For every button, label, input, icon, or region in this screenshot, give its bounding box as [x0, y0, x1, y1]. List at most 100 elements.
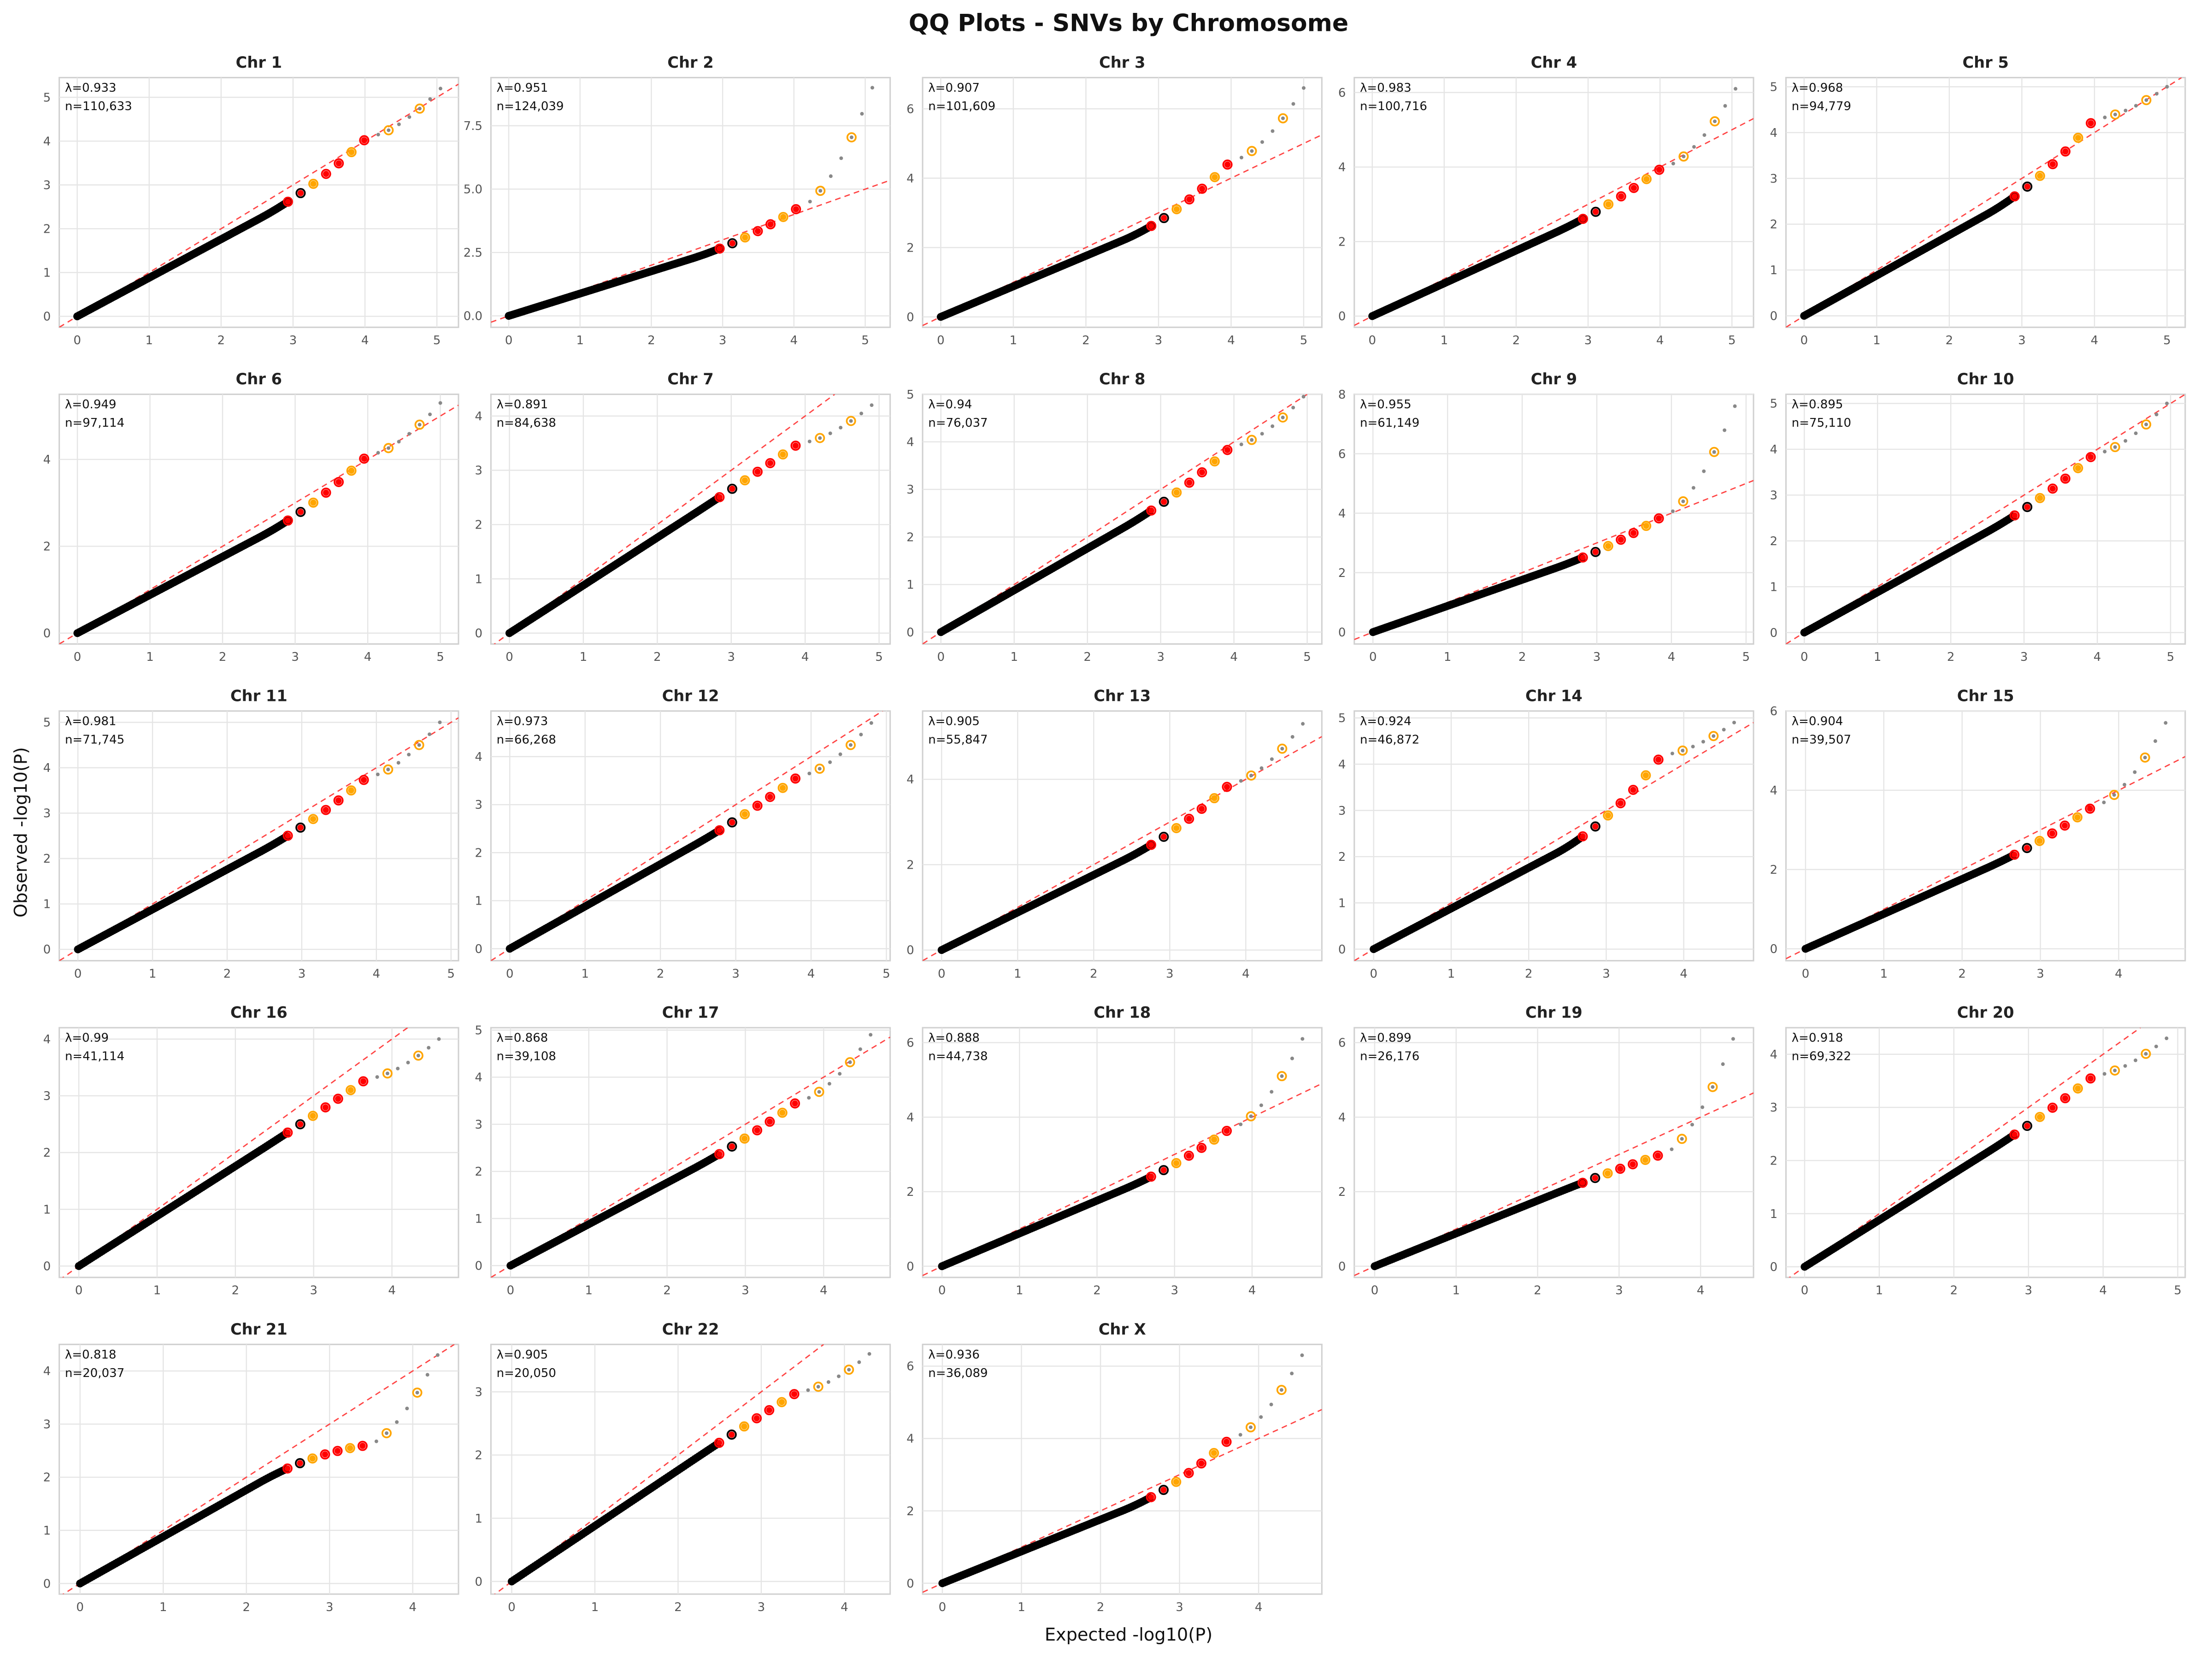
data-point	[310, 816, 317, 823]
x-tick-label: 2	[1083, 650, 1091, 664]
y-tick-label: 6	[1338, 1036, 1346, 1050]
y-tick-label: 4	[1770, 1048, 1778, 1062]
highlight-ring	[1222, 445, 1233, 455]
tail-point	[428, 97, 432, 101]
data-point	[716, 245, 723, 252]
data-point	[1173, 489, 1180, 496]
y-tick-label: 5	[906, 388, 914, 402]
tail-point	[1239, 442, 1243, 447]
data-point	[2049, 161, 2056, 167]
data-point	[728, 1431, 735, 1438]
y-tick-label: 4	[1770, 443, 1778, 457]
highlight-ring	[1222, 782, 1232, 792]
data-point	[716, 827, 723, 834]
n-annotation: n=44,738	[928, 1050, 988, 1064]
tail-point	[1280, 1074, 1284, 1078]
y-tick-label: 5	[1338, 712, 1346, 725]
lambda-annotation: λ=0.951	[497, 81, 548, 95]
x-tick-label: 0	[938, 1284, 946, 1298]
y-tick-label: 1	[43, 898, 51, 912]
data-point	[348, 467, 355, 474]
highlight-ring	[1209, 1134, 1219, 1145]
plot-area	[1353, 76, 1754, 328]
tail-point	[1681, 499, 1685, 503]
y-tick-label: 2	[43, 223, 51, 236]
highlight-ring	[2022, 1121, 2033, 1131]
data-point	[1630, 185, 1637, 191]
x-tick-label: 3	[1615, 1284, 1623, 1298]
highlight-ring	[1247, 435, 1257, 445]
x-tick-label: 3	[1157, 650, 1165, 664]
highlight-ring	[814, 764, 825, 774]
x-tick-label: 1	[145, 334, 153, 347]
tail-point	[386, 767, 390, 771]
y-tick-label: 0	[906, 1577, 914, 1591]
x-tick-label: 2	[1093, 1284, 1101, 1298]
data-point	[792, 1100, 798, 1107]
data-point	[1160, 834, 1167, 840]
highlight-ring	[295, 506, 306, 517]
data-point	[1605, 812, 1612, 819]
tail-point	[1291, 406, 1295, 410]
points-group	[1354, 1037, 1754, 1277]
tail-point	[1691, 486, 1695, 490]
highlight-ring	[1577, 552, 1588, 563]
highlight-ring	[714, 1149, 725, 1159]
highlight-ring	[1159, 213, 1169, 224]
x-tick-label: 3	[298, 967, 306, 981]
x-tick-label: 0	[73, 334, 81, 347]
x-tick-label: 0	[1369, 334, 1377, 347]
highlight-ring	[2110, 109, 2120, 120]
y-tick-label: 0	[1770, 942, 1778, 956]
highlight-ring	[357, 1441, 368, 1451]
data-point	[729, 240, 735, 247]
data-point	[322, 1451, 329, 1458]
data-point	[2024, 845, 2030, 851]
data-point	[335, 1095, 341, 1102]
data-point	[1579, 1179, 1586, 1186]
data-point	[347, 1445, 353, 1452]
panel-title: Chr 9	[1531, 370, 1577, 388]
highlight-ring	[1629, 182, 1639, 193]
data-point	[766, 1118, 773, 1125]
tail-point	[849, 135, 853, 139]
points-group	[494, 394, 874, 644]
tail-point	[407, 432, 411, 436]
tail-point	[435, 1353, 440, 1357]
highlight-ring	[1615, 798, 1626, 809]
tail-point	[2133, 770, 2137, 774]
highlight-ring	[2109, 789, 2119, 800]
data-point	[1224, 447, 1231, 453]
data-point	[348, 787, 354, 794]
y-tick-label: 2	[906, 858, 914, 872]
data-point	[284, 1465, 291, 1472]
tail-point	[374, 1439, 378, 1443]
highlight-ring	[294, 1458, 306, 1469]
highlight-ring	[777, 782, 788, 793]
x-tick-label: 5	[1728, 334, 1736, 347]
data-point	[2011, 1131, 2018, 1138]
highlight-ring	[1171, 1477, 1182, 1487]
highlight-ring	[2073, 133, 2083, 143]
highlight-ring	[846, 416, 856, 426]
tail-point	[1271, 129, 1275, 133]
y-tick-label: 0	[906, 626, 914, 640]
lambda-annotation: λ=0.907	[928, 81, 980, 95]
highlight-ring	[1209, 1448, 1219, 1459]
qq-panel-chr-1: Chr 1 0 1 2 3 4 5 0 1 2 3 4 5 λ=0.933 n=110,633	[43, 53, 459, 347]
qq-panel-chr-20: Chr 20 0 1 2 3 4 5 0 1 2 3 4 λ=0.918 n=69,322	[1770, 1004, 2186, 1298]
expected-diagonal-line	[491, 711, 883, 961]
x-tick-label: 4	[409, 1600, 417, 1614]
y-tick-label: 4	[43, 135, 51, 148]
y-tick-label: 0	[1338, 1260, 1346, 1274]
tail-point	[869, 721, 873, 725]
highlight-ring	[2022, 843, 2032, 853]
data-point	[2062, 1095, 2069, 1101]
tail-point	[385, 1071, 389, 1076]
data-point	[754, 228, 761, 235]
highlight-ring	[714, 1437, 724, 1448]
highlight-ring	[1196, 1142, 1207, 1153]
data-point	[1198, 806, 1205, 812]
data-point	[1592, 208, 1599, 215]
panel-title: Chr 11	[230, 687, 288, 705]
